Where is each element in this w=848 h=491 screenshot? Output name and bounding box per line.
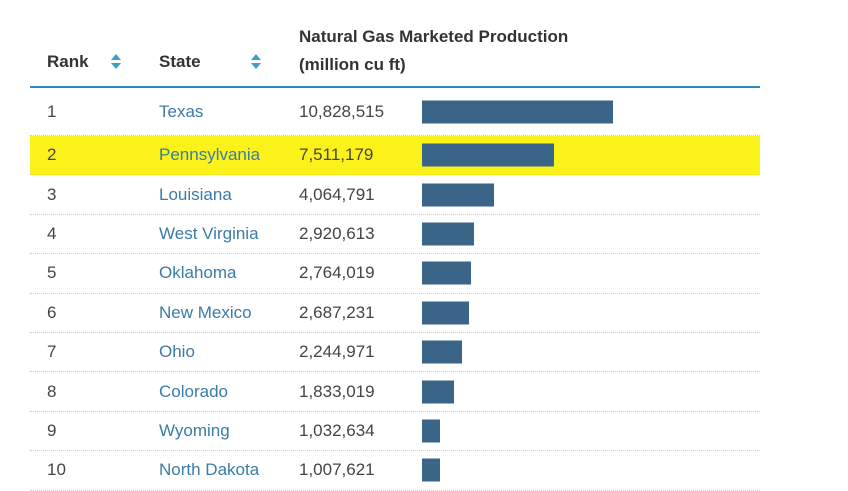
rank-cell: 4 bbox=[47, 223, 57, 243]
production-cell: 2,244,971 bbox=[299, 342, 375, 362]
state-link[interactable]: Oklahoma bbox=[159, 263, 237, 283]
table-row: 4 West Virginia 2,920,613 bbox=[30, 215, 760, 255]
production-bar bbox=[422, 261, 471, 285]
rank-cell: 7 bbox=[47, 342, 57, 362]
state-link[interactable]: Pennsylvania bbox=[159, 145, 261, 165]
rank-cell: 2 bbox=[47, 145, 57, 165]
rank-cell: 8 bbox=[47, 381, 57, 401]
sort-icon[interactable] bbox=[110, 53, 122, 71]
production-cell: 2,764,019 bbox=[299, 263, 375, 283]
production-cell: 1,007,621 bbox=[299, 460, 375, 480]
production-cell: 2,920,613 bbox=[299, 223, 375, 243]
production-cell: 10,828,515 bbox=[299, 101, 385, 121]
sort-up-icon bbox=[111, 54, 121, 60]
table-row: 9 Wyoming 1,032,634 bbox=[30, 412, 760, 452]
production-bar bbox=[422, 458, 440, 482]
rank-cell: 3 bbox=[47, 184, 57, 204]
production-bar bbox=[422, 183, 494, 207]
table-body: 1 Texas 10,828,515 2 Pennsylvania 7,511,179 3 L… bbox=[30, 88, 760, 491]
state-link[interactable]: Texas bbox=[159, 101, 204, 121]
column-header-state[interactable]: State bbox=[159, 52, 201, 71]
table-row: 6 New Mexico 2,687,231 bbox=[30, 294, 760, 333]
rank-cell: 10 bbox=[47, 460, 66, 480]
sort-down-icon bbox=[251, 63, 261, 69]
rank-cell: 5 bbox=[47, 263, 57, 283]
production-bar bbox=[422, 222, 474, 246]
production-bar bbox=[422, 301, 469, 325]
production-table: Rank State Natural Gas Marketed Producti… bbox=[30, 0, 760, 491]
sort-icon[interactable] bbox=[250, 53, 262, 71]
table-row: 2 Pennsylvania 7,511,179 bbox=[30, 136, 760, 176]
state-link[interactable]: Colorado bbox=[159, 381, 228, 401]
production-bar bbox=[422, 380, 454, 404]
production-cell: 1,833,019 bbox=[299, 381, 375, 401]
state-link[interactable]: Wyoming bbox=[159, 420, 230, 440]
column-header-production-unit: (million cu ft) bbox=[299, 55, 406, 74]
rank-cell: 1 bbox=[47, 101, 57, 121]
table-row: 8 Colorado 1,833,019 bbox=[30, 372, 760, 412]
table-row: 3 Louisiana 4,064,791 bbox=[30, 175, 760, 215]
column-header-rank[interactable]: Rank bbox=[47, 52, 89, 71]
production-bar bbox=[422, 340, 462, 364]
state-link[interactable]: Ohio bbox=[159, 342, 195, 362]
production-cell: 7,511,179 bbox=[299, 145, 374, 165]
table-header: Rank State Natural Gas Marketed Producti… bbox=[30, 0, 760, 88]
production-cell: 4,064,791 bbox=[299, 184, 375, 204]
rank-cell: 6 bbox=[47, 302, 57, 322]
state-link[interactable]: New Mexico bbox=[159, 302, 252, 322]
state-link[interactable]: North Dakota bbox=[159, 460, 260, 480]
production-bar bbox=[422, 100, 613, 123]
production-cell: 2,687,231 bbox=[299, 302, 375, 322]
table-row: 1 Texas 10,828,515 bbox=[30, 88, 760, 136]
table-row: 5 Oklahoma 2,764,019 bbox=[30, 254, 760, 294]
production-cell: 1,032,634 bbox=[299, 420, 375, 440]
table-row: 7 Ohio 2,244,971 bbox=[30, 333, 760, 373]
sort-up-icon bbox=[251, 54, 261, 60]
sort-down-icon bbox=[111, 63, 121, 69]
state-link[interactable]: West Virginia bbox=[159, 223, 259, 243]
state-link[interactable]: Louisiana bbox=[159, 184, 232, 204]
production-bar bbox=[422, 419, 440, 443]
column-header-production: Natural Gas Marketed Production (million… bbox=[299, 23, 568, 79]
column-header-production-title: Natural Gas Marketed Production bbox=[299, 27, 569, 46]
rank-cell: 9 bbox=[47, 420, 57, 440]
production-bar bbox=[422, 143, 554, 167]
